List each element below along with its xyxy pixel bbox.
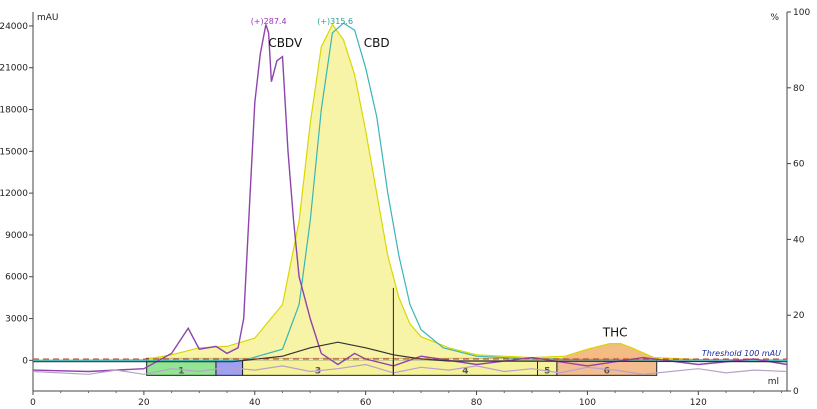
y-left-tick-label: 3000 (5, 315, 28, 325)
y-left-tick-label: 24000 (0, 22, 28, 32)
y-right-tick-label: 60 (793, 160, 805, 170)
y-left-unit: mAU (37, 13, 59, 23)
y-left-tick-label: 21000 (0, 64, 28, 74)
y-right-tick-label: 0 (793, 387, 799, 397)
peak-label: THC (602, 326, 628, 340)
x-tick-label: 60 (360, 398, 372, 408)
x-tick-label: 120 (690, 398, 707, 408)
series-line (33, 22, 788, 361)
x-tick-label: 20 (138, 398, 150, 408)
thc-peak-fill (556, 343, 657, 361)
y-right-tick-label: 40 (793, 235, 805, 245)
y-left-tick-label: 15000 (0, 147, 28, 157)
fraction-label: 3 (315, 366, 321, 376)
y-right-tick-label: 100 (793, 8, 810, 18)
peak-label: CBD (364, 36, 390, 50)
x-tick-label: 80 (471, 398, 483, 408)
max-marker-label: (+)315.6 (317, 17, 353, 26)
y-left-tick-label: 18000 (0, 106, 28, 116)
y-left-tick-label: 6000 (5, 273, 28, 283)
fraction-label: 1 (178, 366, 184, 376)
max-marker-label: (+)287.4 (251, 17, 287, 26)
x-tick-label: 40 (249, 398, 261, 408)
series-line (32, 23, 788, 361)
fraction-label: 4 (462, 366, 468, 376)
series-layer (32, 22, 788, 376)
series-line (32, 363, 788, 375)
x-tick-label: 0 (30, 398, 36, 408)
x-unit: ml (768, 377, 779, 387)
y-right-tick-label: 80 (793, 84, 805, 94)
threshold-label: Threshold 100 mAU (702, 349, 781, 358)
y-left-tick-label: 12000 (0, 189, 28, 199)
y-left-tick-label: 0 (22, 356, 28, 366)
peak-label: CBDV (268, 36, 303, 50)
fraction-label: 6 (604, 366, 610, 376)
y-left-tick-label: 9000 (5, 231, 28, 241)
x-tick-label: 100 (579, 398, 596, 408)
series-line (32, 24, 788, 373)
label-layer: Threshold 100 mAU CBDV CBD THC (+)287.4 (+)31… (251, 17, 781, 358)
series-area-fill (33, 24, 787, 361)
y-right-tick-label: 20 (793, 311, 805, 321)
y-right-unit: % (770, 13, 779, 23)
